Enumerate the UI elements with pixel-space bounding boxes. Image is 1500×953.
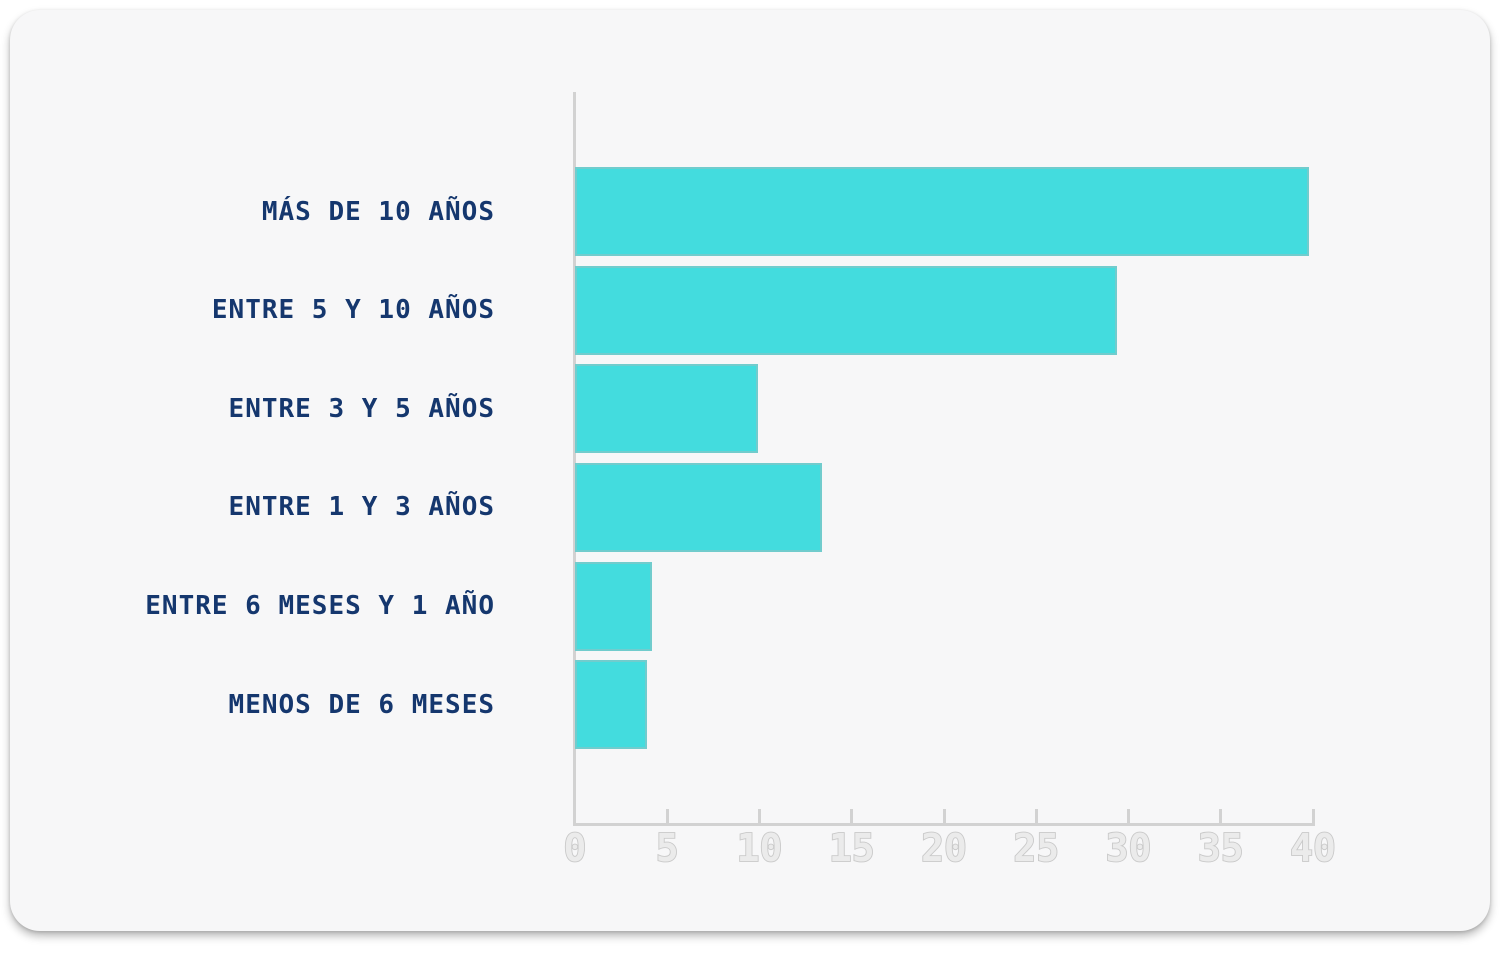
x-tick-5: [665, 809, 669, 824]
y-axis-line: [573, 92, 576, 825]
x-tick-label-25: 25: [1012, 826, 1060, 870]
x-tick-label-35: 35: [1197, 826, 1245, 870]
category-label-0: MÁS DE 10 AÑOS: [261, 196, 495, 227]
category-label-4: ENTRE 6 MESES Y 1 AÑO: [145, 591, 495, 622]
x-tick-15: [850, 809, 854, 824]
x-tick-label-40: 40: [1289, 826, 1337, 870]
bar-3: [575, 462, 823, 552]
x-tick-label-20: 20: [920, 826, 968, 870]
x-tick-label-5: 5: [655, 826, 680, 870]
category-label-1: ENTRE 5 Y 10 AÑOS: [211, 295, 495, 326]
x-tick-label-30: 30: [1105, 826, 1153, 870]
bar-chart: 0 5 10 15 20 25 30 35 40 MÁS DE 10 AÑOS ENTRE 5 Y…: [10, 10, 1500, 953]
bar-0: [575, 167, 1310, 256]
x-tick-25: [1034, 809, 1038, 824]
x-tick-30: [1127, 809, 1130, 824]
category-label-3: ENTRE 1 Y 3 AÑOS: [228, 492, 495, 523]
x-axis-line: [573, 823, 1315, 826]
x-tick-label-10: 10: [736, 826, 784, 870]
bar-2: [575, 364, 758, 454]
x-tick-20: [942, 809, 946, 824]
category-label-2: ENTRE 3 Y 5 AÑOS: [228, 393, 495, 424]
x-tick-10: [758, 809, 761, 824]
bar-1: [575, 265, 1118, 355]
x-tick-label-0: 0: [563, 826, 588, 870]
category-label-5: MENOS DE 6 MESES: [228, 689, 495, 720]
x-tick-35: [1219, 809, 1223, 824]
bar-5: [575, 660, 647, 750]
bar-4: [575, 561, 653, 651]
x-tick-label-15: 15: [828, 826, 876, 870]
x-tick-40: [1311, 809, 1315, 824]
chart-card: 0 5 10 15 20 25 30 35 40 MÁS DE 10 AÑOS ENTRE 5 Y…: [10, 10, 1490, 931]
